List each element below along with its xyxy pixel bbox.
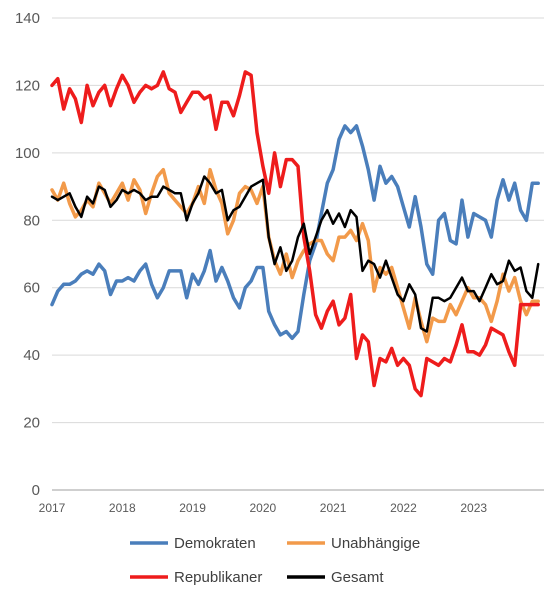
- y-tick-label: 0: [32, 482, 40, 499]
- series-lines: [50, 70, 540, 398]
- x-tick-label: 2019: [179, 501, 206, 515]
- legend-label-republikaner: Republikaner: [174, 569, 262, 586]
- x-tick-label: 2018: [109, 501, 136, 515]
- y-tick-label: 140: [15, 10, 40, 27]
- legend-label-unabhangige: Unabhängige: [331, 535, 420, 552]
- x-tick-label: 2022: [390, 501, 417, 515]
- y-tick-label: 20: [23, 415, 40, 432]
- x-tick-label: 2023: [460, 501, 487, 515]
- legend-label-gesamt: Gesamt: [331, 569, 384, 586]
- y-tick-label: 60: [23, 280, 40, 297]
- y-tick-label: 100: [15, 145, 40, 162]
- y-tick-label: 80: [23, 212, 40, 229]
- y-tick-labels: 0 20 40 60 80 100 120 140: [15, 10, 40, 499]
- gridlines: [52, 17, 544, 424]
- x-tick-label: 2021: [320, 501, 347, 515]
- series-line-republikaner: [50, 70, 540, 398]
- legend-label-demokraten: Demokraten: [174, 535, 256, 552]
- x-tick-label: 2020: [250, 501, 277, 515]
- x-tick-labels: 2017 2018 2019 2020 2021 2022 2023: [39, 501, 488, 515]
- x-tick-label: 2017: [39, 501, 66, 515]
- series-line-gesamt: [50, 175, 540, 333]
- legend: Demokraten Unabhängige Republikaner Gesamt: [130, 535, 420, 586]
- y-tick-label: 120: [15, 77, 40, 94]
- y-tick-label: 40: [23, 347, 40, 364]
- series-line-unabhangige: [50, 167, 540, 344]
- series-line-demokraten: [50, 124, 540, 341]
